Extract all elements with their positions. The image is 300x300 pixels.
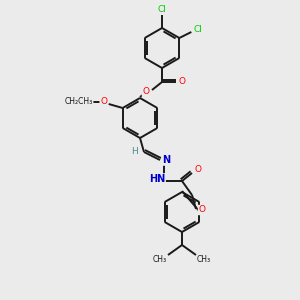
Text: CH₃: CH₃ [197,256,211,265]
Text: HN: HN [149,174,165,184]
Text: O: O [142,88,149,97]
Text: O: O [194,166,202,175]
Text: O: O [178,77,185,86]
Text: CH₃: CH₃ [153,256,167,265]
Text: Cl: Cl [158,4,166,14]
Text: Cl: Cl [194,25,203,34]
Text: H: H [130,148,137,157]
Text: CH₂CH₃: CH₂CH₃ [64,98,93,106]
Text: O: O [100,98,107,106]
Text: N: N [162,155,170,165]
Text: O: O [199,206,206,214]
